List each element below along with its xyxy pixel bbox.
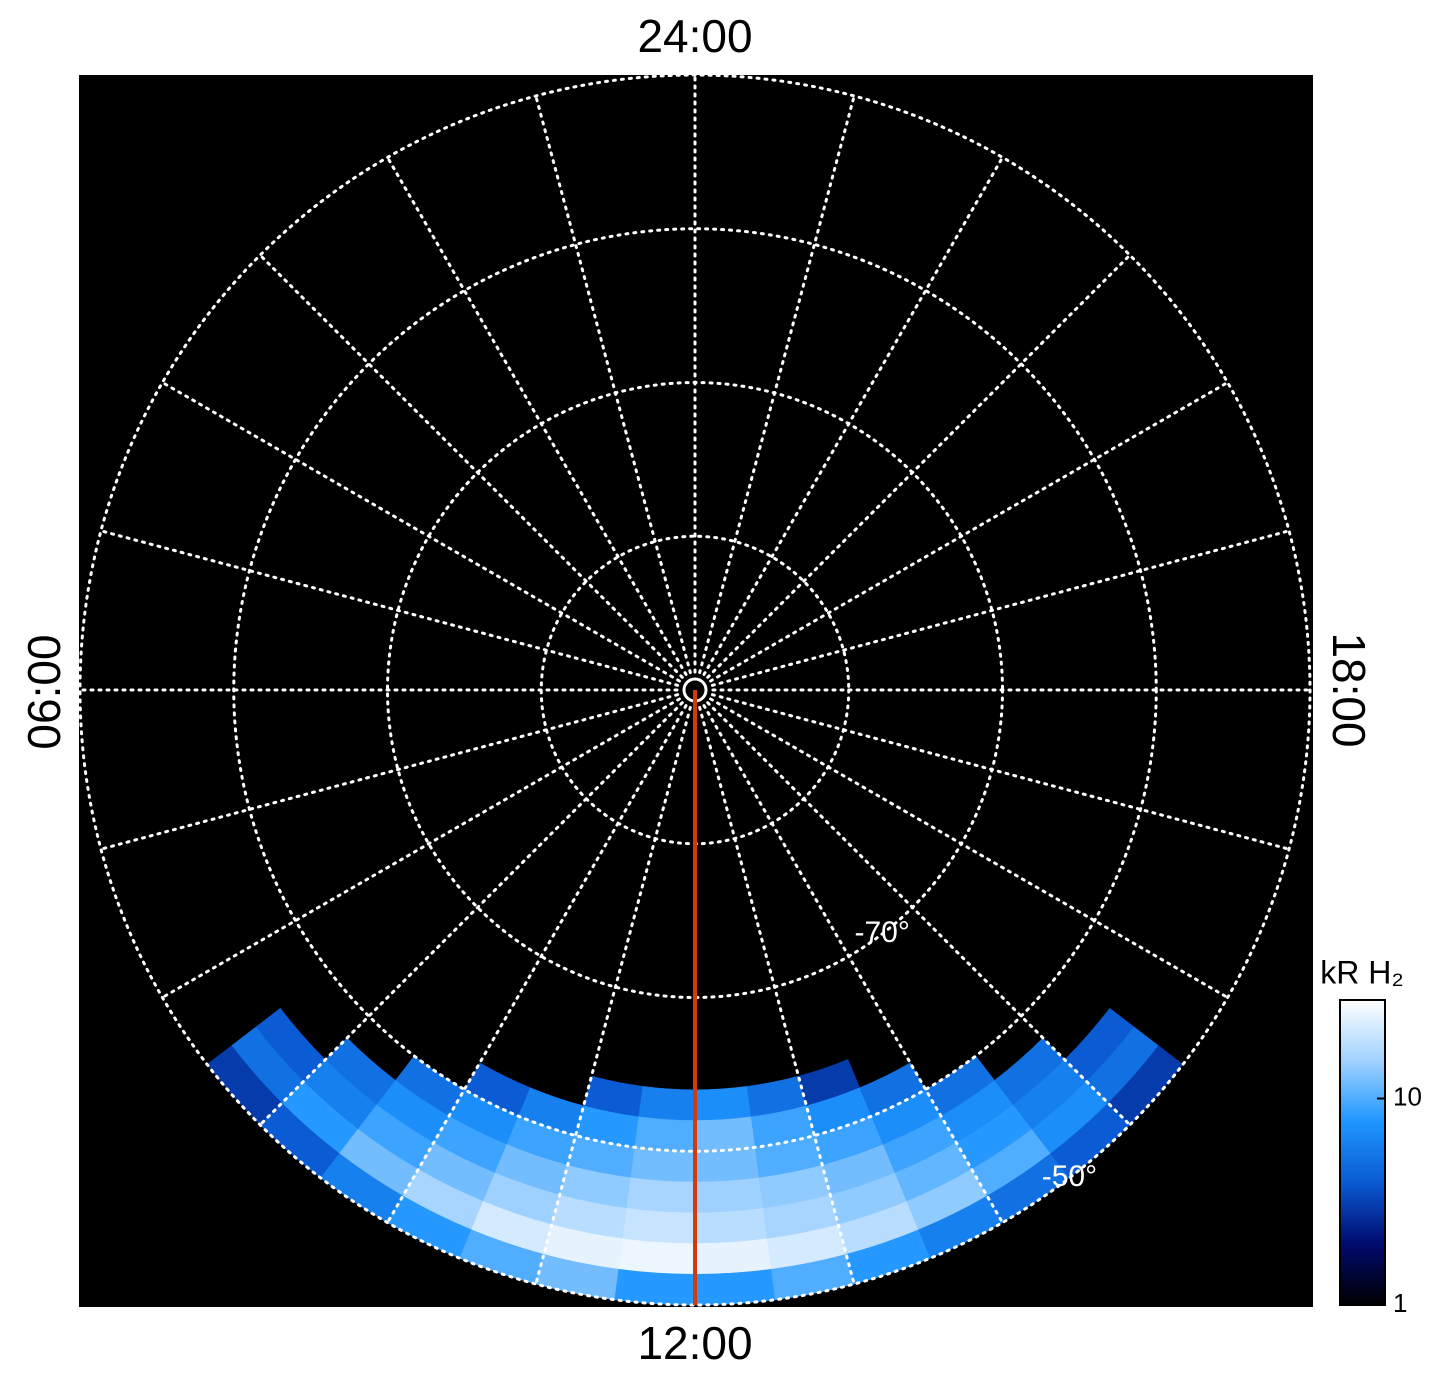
lt-grid-line <box>706 253 1132 679</box>
lt-grid-line <box>258 253 684 679</box>
lt-grid-line <box>534 705 692 1286</box>
heat-cell <box>694 1207 768 1244</box>
colorbar <box>1339 999 1386 1306</box>
lt-grid-line <box>706 701 1132 1127</box>
lat-label: -50° <box>1042 1160 1097 1193</box>
lt-grid-line <box>710 693 1291 851</box>
colorbar-tick-label: 10 <box>1393 1081 1422 1111</box>
lt-grid-line <box>698 705 856 1286</box>
heat-cell <box>618 1238 696 1275</box>
heat-cell <box>638 1086 696 1121</box>
heat-cell <box>626 1177 696 1214</box>
heat-cell <box>634 1116 696 1152</box>
lt-grid-line <box>702 155 1004 676</box>
lt-grid-line <box>99 529 680 687</box>
heat-cell <box>694 1147 760 1183</box>
lt-grid-line <box>534 94 692 675</box>
lat-grid-line <box>78 73 1312 1307</box>
heat-cell <box>694 1086 752 1121</box>
lt-grid-line <box>160 381 681 683</box>
colorbar-tick-label: 1 <box>1393 1288 1407 1318</box>
lt-grid-line <box>710 529 1291 687</box>
colorbar-title: kR H₂ <box>1320 954 1404 990</box>
lt-label: 18:00 <box>1323 632 1375 747</box>
heat-cell <box>694 1268 776 1306</box>
lt-grid-line <box>386 704 688 1225</box>
heat-cell <box>694 1238 772 1275</box>
lt-label: 24:00 <box>637 10 752 62</box>
lt-grid-line <box>702 704 1004 1225</box>
lt-grid-line <box>709 381 1230 683</box>
lt-grid-line <box>99 693 680 851</box>
lt-grid-line <box>709 697 1230 999</box>
heat-cell <box>614 1268 696 1306</box>
heat-cell <box>622 1207 696 1244</box>
lt-grid-line <box>160 697 681 999</box>
lt-grid-line <box>698 94 856 675</box>
lt-grid-line <box>258 701 684 1127</box>
lt-label: 06:00 <box>18 634 70 749</box>
heat-cell <box>694 1177 764 1214</box>
heat-cell <box>630 1147 696 1183</box>
lt-grid-line <box>386 155 688 676</box>
lt-label: 12:00 <box>637 1317 752 1369</box>
lat-label: -70° <box>855 916 910 949</box>
heat-cell <box>694 1116 756 1152</box>
